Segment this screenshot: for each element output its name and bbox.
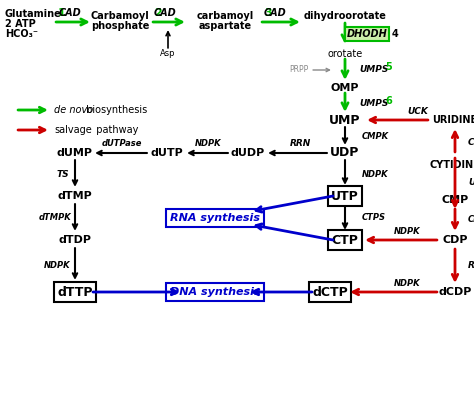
Text: carbamoyl: carbamoyl — [196, 11, 254, 21]
Text: dCDP: dCDP — [438, 287, 472, 297]
Text: CAD: CAD — [154, 8, 176, 18]
Text: UDP: UDP — [330, 147, 360, 160]
Text: dihydroorotate: dihydroorotate — [303, 11, 386, 21]
Text: UCK: UCK — [408, 107, 428, 116]
Text: UCK: UCK — [468, 178, 474, 187]
Text: dUMP: dUMP — [57, 148, 93, 158]
Text: CMPK: CMPK — [362, 132, 389, 141]
Text: HCO₃⁻: HCO₃⁻ — [5, 29, 38, 39]
Text: Asp: Asp — [160, 48, 176, 57]
Text: 3: 3 — [264, 8, 272, 18]
Text: DNA synthesis: DNA synthesis — [170, 287, 260, 297]
Text: dUDP: dUDP — [231, 148, 265, 158]
Text: CTPS: CTPS — [362, 213, 386, 223]
Text: 2 ATP: 2 ATP — [5, 19, 36, 29]
Text: NDPK: NDPK — [394, 278, 420, 287]
Text: 5: 5 — [386, 62, 392, 72]
Text: orotate: orotate — [328, 49, 363, 59]
Text: dTMPK: dTMPK — [38, 213, 72, 223]
Text: aspartate: aspartate — [199, 21, 252, 31]
Text: dTDP: dTDP — [58, 235, 91, 245]
Text: CAD: CAD — [264, 8, 286, 18]
Text: NDPK: NDPK — [362, 170, 389, 179]
Text: DHODH: DHODH — [346, 29, 387, 39]
Text: dTMP: dTMP — [58, 191, 92, 201]
Text: CTP: CTP — [331, 234, 358, 246]
Text: NDPK: NDPK — [44, 261, 70, 270]
Text: OMP: OMP — [331, 83, 359, 93]
Text: NDPK: NDPK — [394, 227, 420, 236]
Text: phosphate: phosphate — [91, 21, 149, 31]
Text: UMPS: UMPS — [359, 65, 388, 74]
Text: TS: TS — [57, 170, 69, 179]
Text: dUTP: dUTP — [151, 148, 183, 158]
Text: dTTP: dTTP — [57, 286, 93, 299]
Text: RRN: RRN — [468, 261, 474, 270]
Text: CAD: CAD — [59, 8, 82, 18]
Text: 1: 1 — [58, 8, 66, 18]
Text: RNA synthesis: RNA synthesis — [170, 213, 260, 223]
Text: NDPK: NDPK — [195, 139, 221, 148]
Text: dUTPase: dUTPase — [102, 139, 142, 148]
Text: salvage: salvage — [54, 125, 92, 135]
Text: dCTP: dCTP — [312, 286, 348, 299]
Text: PRPP: PRPP — [289, 65, 309, 74]
Text: de novo: de novo — [54, 105, 93, 115]
Text: URIDINE: URIDINE — [432, 115, 474, 125]
Text: RRN: RRN — [289, 139, 310, 148]
Text: UTP: UTP — [331, 190, 359, 202]
Text: 6: 6 — [386, 96, 392, 106]
Text: CDA: CDA — [468, 138, 474, 147]
Text: 2: 2 — [154, 8, 162, 18]
Text: Glutamine: Glutamine — [5, 9, 62, 19]
Text: pathway: pathway — [90, 125, 138, 135]
Text: UMPS: UMPS — [359, 99, 388, 107]
Text: CDP: CDP — [442, 235, 468, 245]
Text: CMP: CMP — [441, 195, 469, 205]
Text: CMPK: CMPK — [468, 215, 474, 225]
Text: Carbamoyl: Carbamoyl — [91, 11, 149, 21]
Text: CYTIDINE: CYTIDINE — [429, 160, 474, 170]
Text: 4: 4 — [392, 29, 398, 39]
Text: UMP: UMP — [329, 114, 361, 126]
Text: biosynthesis: biosynthesis — [83, 105, 147, 115]
